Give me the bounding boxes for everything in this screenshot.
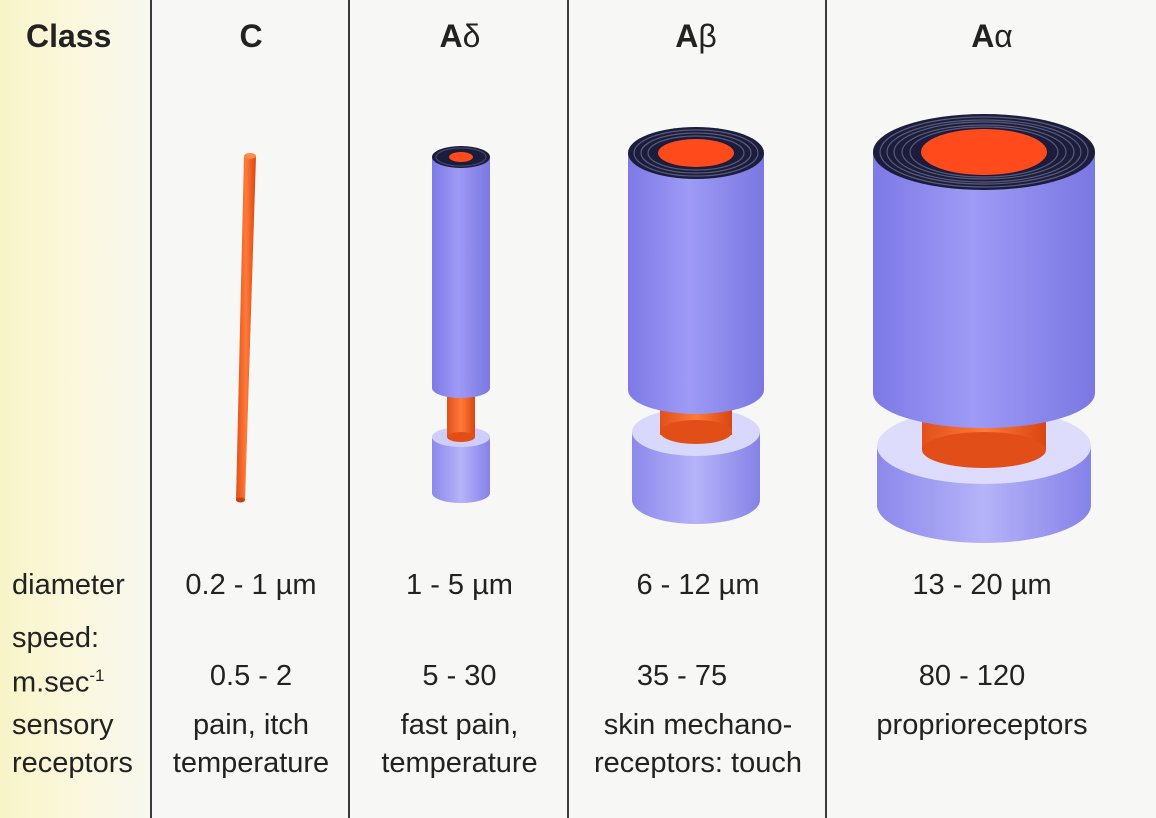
a-beta-diameter: 6 - 12 µm — [636, 569, 760, 601]
header-a-beta: Aβ — [675, 18, 717, 54]
a-beta-fiber — [628, 127, 764, 524]
a-delta-receptors-line1: fast pain, — [400, 709, 519, 741]
c-speed: 0.5 - 2 — [209, 660, 293, 692]
c-fiber-axon — [236, 153, 256, 503]
row-label-speed-unit: m.sec-1 — [12, 666, 105, 699]
a-beta-speed: 35 - 75 — [636, 660, 728, 692]
a-beta-receptors-line1: skin mechano- — [603, 709, 793, 741]
a-beta-receptors-line2: receptors: touch — [594, 747, 802, 779]
row-label-receptors: receptors — [12, 747, 133, 779]
row-label-sensory: sensory — [12, 709, 114, 741]
a-alpha-speed: 80 - 120 — [918, 660, 1026, 692]
column-a-beta-fiber — [569, 0, 827, 818]
row-label-diameter: diameter — [12, 569, 125, 601]
header-c: C — [239, 18, 263, 54]
column-c-fiber — [152, 0, 350, 818]
a-delta-diameter: 1 - 5 µm — [406, 569, 513, 601]
c-receptors-line2: temperature — [172, 747, 330, 779]
c-diameter: 0.2 - 1 µm — [185, 569, 317, 601]
a-delta-receptors-line2: temperature — [381, 747, 538, 779]
c-receptors-line1: pain, itch — [192, 709, 310, 741]
column-a-delta-fiber — [350, 0, 569, 818]
header-class: Class — [26, 18, 112, 54]
header-a-alpha: Aα — [971, 18, 1013, 54]
a-alpha-receptors-line1: proprioreceptors — [876, 709, 1088, 741]
row-label-speed: speed: — [12, 622, 100, 654]
a-alpha-diameter: 13 - 20 µm — [912, 569, 1052, 601]
row-label-column — [0, 0, 152, 818]
a-delta-speed: 5 - 30 — [422, 660, 497, 692]
a-alpha-fiber — [873, 114, 1095, 543]
header-a-delta: Aδ — [439, 18, 481, 54]
a-delta-fiber — [432, 146, 490, 503]
